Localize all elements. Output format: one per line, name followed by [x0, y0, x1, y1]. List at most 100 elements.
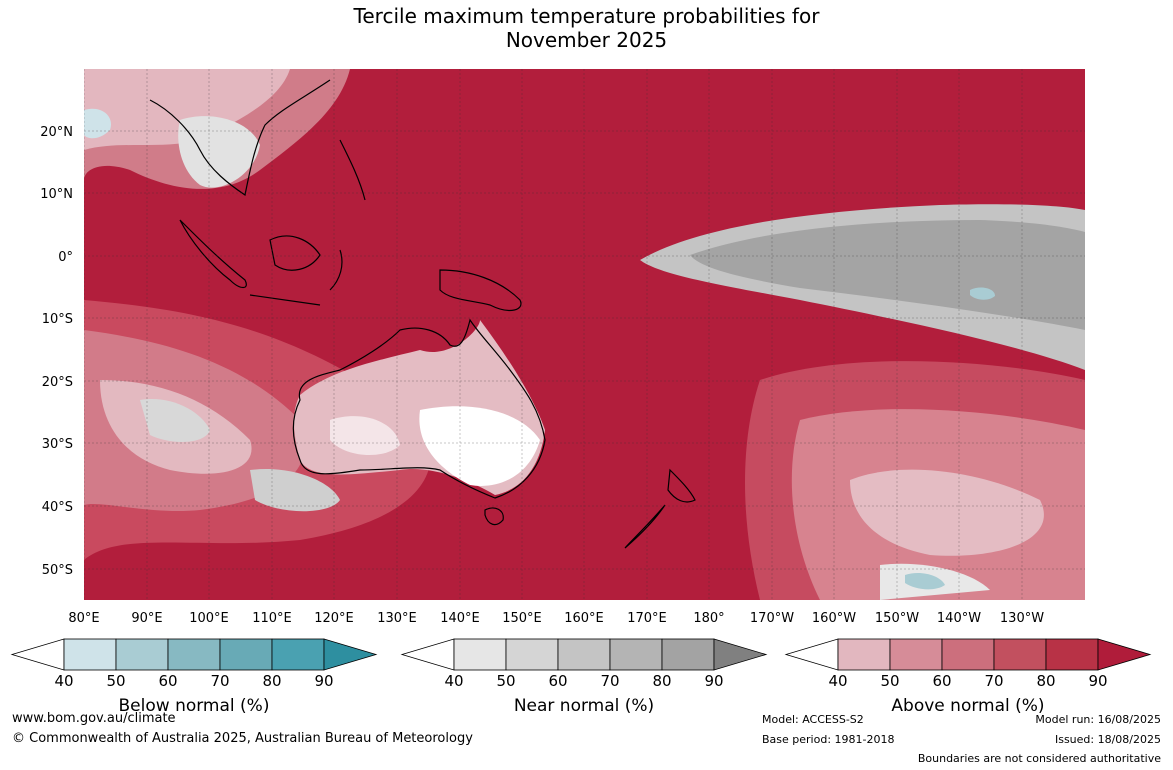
colorbar-tick-label: 80: [652, 672, 671, 690]
colorbar-segment: [453, 638, 507, 671]
colorbar-extend-high: [1097, 638, 1152, 671]
colorbar-extend-low: [784, 638, 839, 671]
above-normal-colorbar: 40 50 60 70 80 90: [784, 638, 1152, 690]
australia-coastline: [292, 318, 546, 499]
colorbar-tick-label: 70: [984, 672, 1003, 690]
near-normal-colorbar-title: Near normal (%): [513, 696, 655, 716]
sumatra-coastline: [179, 219, 247, 289]
lon-tick-label: 100°E: [189, 611, 229, 626]
lat-tick-label: 10°N: [40, 187, 73, 202]
colorbar-tick-label: 50: [880, 672, 899, 690]
lon-tick-label: 130°W: [1000, 611, 1044, 626]
colorbar-segment: [941, 638, 995, 671]
colorbar-segment: [167, 638, 221, 671]
near-normal-patch-1: [140, 399, 210, 442]
lat-tick-label: 0°: [58, 250, 73, 265]
tasmania-coastline: [484, 507, 504, 526]
base-period-text: Base period: 1981-2018: [762, 733, 895, 746]
lon-tick-label: 160°W: [812, 611, 856, 626]
colorbar-extend-high: [323, 638, 378, 671]
model-run-text: Model run: 16/08/2025: [1035, 713, 1161, 726]
philippines-coastline: [339, 139, 366, 201]
lon-tick-label: 170°W: [750, 611, 794, 626]
lon-tick-label: 130°E: [377, 611, 417, 626]
colorbar-segment: [889, 638, 943, 671]
near-normal-patch-2: [250, 469, 340, 512]
colorbar-segment: [609, 638, 663, 671]
colorbar-tick-label: 40: [54, 672, 73, 690]
below-normal-colorbar-title: Below normal (%): [118, 696, 270, 716]
lon-tick-label: 150°E: [502, 611, 542, 626]
issued-text: Issued: 18/08/2025: [1054, 733, 1161, 746]
colorbar-tick-label: 90: [704, 672, 723, 690]
colorbar-tick-label: 60: [932, 672, 951, 690]
colorbar-tick-label: 40: [444, 672, 463, 690]
colorbars: 40 50 60 70 80 90 40 50 60 70 80 90 40 50 60 70 80 90: [10, 638, 1152, 690]
colorbar-tick-label: 90: [314, 672, 333, 690]
colorbar-segment: [837, 638, 891, 671]
colorbar-tick-label: 60: [548, 672, 567, 690]
colorbar-segment: [993, 638, 1047, 671]
indochina-near-normal: [178, 116, 260, 188]
lon-tick-label: 150°W: [875, 611, 919, 626]
lat-tick-label: 30°S: [42, 437, 73, 452]
below-normal-patch-south: [905, 573, 945, 590]
lon-tick-label: 140°E: [440, 611, 480, 626]
colorbar-tick-label: 60: [158, 672, 177, 690]
map-area: [84, 69, 1085, 600]
colorbar-extend-low: [400, 638, 455, 671]
lon-tick-label: 120°E: [314, 611, 354, 626]
colorbar-tick-label: 70: [210, 672, 229, 690]
borneo-coastline: [269, 235, 321, 271]
colorbar-segment: [661, 638, 715, 671]
lat-tick-label: 40°S: [42, 500, 73, 515]
lat-tick-label: 20°N: [40, 125, 73, 140]
lon-tick-label: 160°E: [564, 611, 604, 626]
lon-tick-label: 180°: [693, 611, 724, 626]
below-normal-patch-pacific: [970, 287, 995, 300]
new-zealand-coastline: [624, 468, 696, 549]
colorbar-segment: [271, 638, 325, 671]
model-text: Model: ACCESS-S2: [762, 713, 864, 726]
colorbar-tick-label: 40: [828, 672, 847, 690]
coastlines: [149, 79, 696, 549]
website-link[interactable]: www.bom.gov.au/climate: [12, 711, 176, 726]
asia-coastline: [149, 79, 331, 196]
lat-tick-label: 20°S: [42, 375, 73, 390]
southern-ocean-patch-2: [850, 469, 1044, 556]
australia-east-white: [419, 406, 540, 486]
colorbar-tick-label: 70: [600, 672, 619, 690]
new-guinea-coastline: [439, 269, 522, 312]
colorbar-segment: [63, 638, 117, 671]
colorbar-segment: [557, 638, 611, 671]
colorbar-tick-label: 90: [1088, 672, 1107, 690]
colorbar-segment: [505, 638, 559, 671]
lon-tick-label: 80°E: [68, 611, 99, 626]
colorbar-extend-low: [10, 638, 65, 671]
colorbar-segment: [115, 638, 169, 671]
colorbar-tick-label: 50: [496, 672, 515, 690]
lon-tick-label: 90°E: [131, 611, 162, 626]
colorbar-segment: [1045, 638, 1099, 671]
near-normal-colorbar: 40 50 60 70 80 90: [400, 638, 768, 690]
lon-tick-label: 110°E: [252, 611, 292, 626]
colorbar-tick-label: 80: [262, 672, 281, 690]
colorbar-tick-label: 50: [106, 672, 125, 690]
copyright-text: © Commonwealth of Australia 2025, Austra…: [12, 731, 473, 746]
java-coastline: [249, 294, 321, 306]
disclaimer-text: Boundaries are not considered authoritat…: [917, 752, 1161, 765]
asia-light-region: [84, 69, 290, 150]
lat-tick-label: 50°S: [42, 563, 73, 578]
sulawesi-coastline: [329, 249, 343, 291]
equatorial-pacific-core: [690, 220, 1085, 330]
lat-tick-label: 10°S: [42, 312, 73, 327]
below-normal-colorbar: 40 50 60 70 80 90: [10, 638, 378, 690]
above-normal-colorbar-title: Above normal (%): [891, 696, 1045, 716]
map-title: Tercile maximum temperature probabilitie…: [0, 4, 1173, 52]
australia-west-light: [330, 416, 400, 456]
graticule: [84, 69, 1085, 600]
axis-labels: 20°N 10°N 0° 10°S 20°S 30°S 40°S 50°S 80°E 90°E 10…: [40, 125, 1044, 626]
colorbar-tick-label: 80: [1036, 672, 1055, 690]
colorbar-extend-high: [713, 638, 768, 671]
